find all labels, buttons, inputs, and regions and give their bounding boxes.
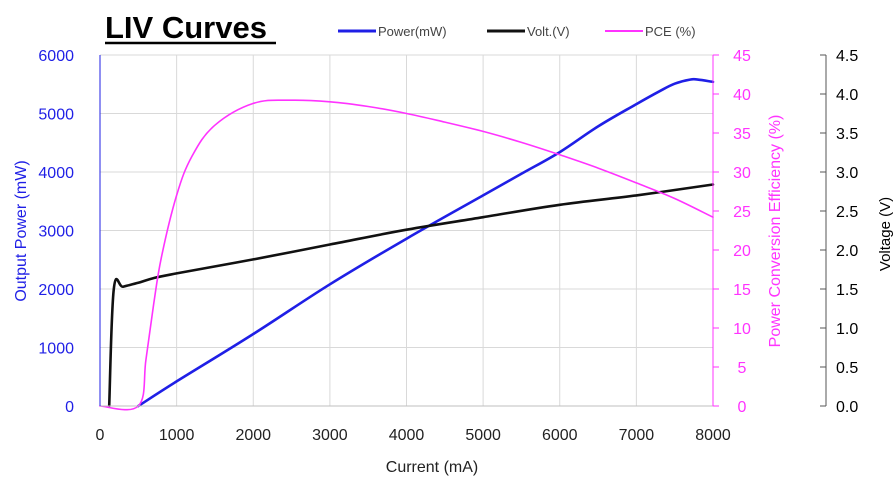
x-tick-label: 0 [96, 427, 105, 444]
pce-tick-label: 35 [733, 126, 751, 143]
power-tick-label: 6000 [38, 48, 74, 65]
x-tick-label: 3000 [312, 427, 348, 444]
x-tick-label: 5000 [465, 427, 501, 444]
voltage-tick-label: 4.0 [836, 87, 858, 104]
pce-tick-label: 30 [733, 165, 751, 182]
voltage-tick-label: 3.5 [836, 126, 858, 143]
power-tick-label: 3000 [38, 224, 74, 241]
power-tick-label: 5000 [38, 107, 74, 124]
voltage-series-line [107, 183, 715, 408]
pce-tick-label: 0 [738, 399, 747, 416]
voltage-tick-label: 1.0 [836, 321, 858, 338]
power-tick-label: 2000 [38, 282, 74, 299]
tick-labels: 0 1000 2000 3000 4000 5000 6000 0 1000 2000 3000 40… [38, 48, 858, 444]
legend-label: Power(mW) [378, 24, 447, 39]
voltage-tick-label: 4.5 [836, 48, 858, 65]
voltage-axis-label: Voltage (V) [877, 197, 894, 271]
voltage-tick-label: 2.0 [836, 243, 858, 260]
pce-tick-label: 45 [733, 48, 751, 65]
voltage-tick-label: 1.5 [836, 282, 858, 299]
legend-label: PCE (%) [645, 24, 696, 39]
pce-tick-label: 10 [733, 321, 751, 338]
voltage-tick-label: 2.5 [836, 204, 858, 221]
axes [99, 54, 827, 407]
x-tick-label: 8000 [695, 427, 731, 444]
x-tick-label: 2000 [235, 427, 271, 444]
x-tick-label: 1000 [159, 427, 195, 444]
power-axis-label: Output Power (mW) [13, 160, 30, 301]
voltage-tick-label: 0.0 [836, 399, 858, 416]
x-tick-label: 7000 [619, 427, 655, 444]
pce-tick-label: 25 [733, 204, 751, 221]
x-tick-label: 4000 [389, 427, 425, 444]
pce-tick-label: 20 [733, 243, 751, 260]
legend: Power(mW) Volt.(V) PCE (%) [338, 24, 696, 39]
voltage-tick-label: 0.5 [836, 360, 858, 377]
chart-title: LIV Curves [105, 10, 267, 45]
power-tick-label: 4000 [38, 165, 74, 182]
x-tick-label: 6000 [542, 427, 578, 444]
series-lines [99, 77, 715, 411]
voltage-tick-label: 3.0 [836, 165, 858, 182]
pce-tick-label: 5 [738, 360, 747, 377]
power-series-line [137, 77, 715, 408]
pce-axis-label: Power Conversion Efficiency (%) [767, 115, 784, 348]
x-axis-label: Current (mA) [386, 459, 478, 476]
power-tick-label: 0 [65, 399, 74, 416]
pce-series-line [99, 99, 714, 411]
pce-tick-label: 40 [733, 87, 751, 104]
pce-tick-label: 15 [733, 282, 751, 299]
legend-label: Volt.(V) [527, 24, 570, 39]
power-tick-label: 1000 [38, 341, 74, 358]
